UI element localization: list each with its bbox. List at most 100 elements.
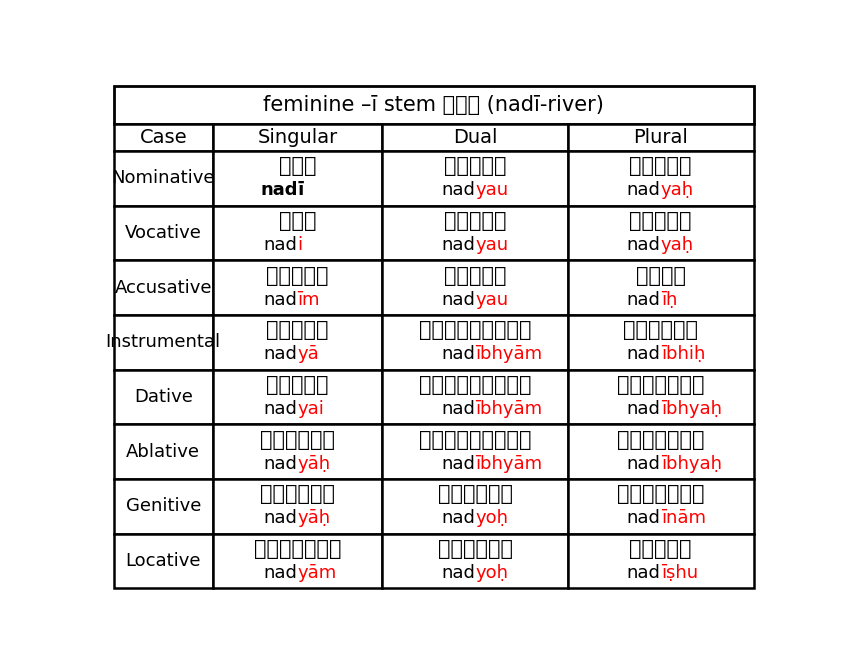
Text: yaḥ: yaḥ bbox=[661, 236, 694, 254]
Bar bbox=[113, 479, 213, 534]
Text: ī: ī bbox=[298, 182, 304, 200]
Bar bbox=[113, 261, 213, 315]
Text: nad: nad bbox=[442, 400, 475, 418]
Text: nad: nad bbox=[264, 510, 298, 528]
Bar bbox=[213, 424, 382, 479]
Text: Accusative: Accusative bbox=[114, 279, 212, 297]
Text: nad: nad bbox=[627, 291, 661, 309]
Text: nad: nad bbox=[442, 564, 475, 582]
Text: नद्यै: नद्यै bbox=[266, 375, 329, 395]
Text: yau: yau bbox=[475, 291, 508, 309]
Text: नद्योः: नद्योः bbox=[437, 484, 513, 504]
Text: i: i bbox=[298, 236, 303, 254]
Bar bbox=[382, 479, 568, 534]
Text: īḥ: īḥ bbox=[661, 291, 677, 309]
Text: Genitive: Genitive bbox=[125, 498, 201, 516]
Text: nad: nad bbox=[442, 455, 475, 473]
Text: नद्यः: नद्यः bbox=[629, 211, 692, 231]
Text: नदीम्: नदीम् bbox=[266, 266, 329, 286]
Bar bbox=[382, 315, 568, 370]
Bar bbox=[113, 206, 213, 261]
Text: Nominative: Nominative bbox=[112, 170, 215, 188]
Text: nad: nad bbox=[264, 564, 298, 582]
Bar bbox=[568, 424, 754, 479]
Text: yaḥ: yaḥ bbox=[661, 182, 694, 200]
Bar bbox=[568, 534, 754, 589]
Bar bbox=[213, 206, 382, 261]
Text: nad: nad bbox=[627, 564, 661, 582]
Text: nad: nad bbox=[264, 400, 298, 418]
Bar bbox=[568, 315, 754, 370]
Text: नद्यौ: नद्यौ bbox=[444, 156, 507, 176]
Bar bbox=[382, 206, 568, 261]
Text: yām: yām bbox=[298, 564, 337, 582]
Text: नद्यौ: नद्यौ bbox=[444, 211, 507, 231]
Bar bbox=[113, 370, 213, 424]
Text: नद्योः: नद्योः bbox=[437, 539, 513, 559]
Text: Plural: Plural bbox=[634, 128, 688, 147]
Text: नदीभिः: नदीभिः bbox=[624, 321, 698, 341]
Bar bbox=[382, 124, 568, 151]
Bar bbox=[113, 151, 213, 206]
Bar bbox=[382, 534, 568, 589]
Text: nad: nad bbox=[627, 345, 661, 363]
Bar bbox=[113, 424, 213, 479]
Text: feminine –ī stem नदी (nadī-river): feminine –ī stem नदी (nadī-river) bbox=[263, 95, 604, 115]
Text: nad: nad bbox=[264, 455, 298, 473]
Text: Ablative: Ablative bbox=[126, 443, 201, 461]
Text: nad: nad bbox=[264, 291, 298, 309]
Text: नदीभ्यः: नदीभ्यः bbox=[617, 375, 705, 395]
Text: नदि: नदि bbox=[279, 211, 316, 231]
Text: नदी: नदी bbox=[279, 156, 316, 176]
Text: yoḥ: yoḥ bbox=[475, 510, 508, 528]
Text: nad: nad bbox=[442, 236, 475, 254]
Text: nad: nad bbox=[442, 345, 475, 363]
Text: nad: nad bbox=[627, 455, 661, 473]
Bar bbox=[382, 151, 568, 206]
Text: नदीभ्यः: नदीभ्यः bbox=[617, 430, 705, 450]
Text: ībhiḥ: ībhiḥ bbox=[661, 345, 705, 363]
Text: नदीभ्याम्: नदीभ्याम् bbox=[419, 430, 531, 450]
Text: नद्यौ: नद्यौ bbox=[444, 266, 507, 286]
Text: yau: yau bbox=[475, 182, 508, 200]
Text: Dative: Dative bbox=[134, 388, 193, 406]
Text: Instrumental: Instrumental bbox=[106, 333, 221, 351]
Bar bbox=[568, 206, 754, 261]
Text: yoḥ: yoḥ bbox=[475, 564, 508, 582]
Text: ībhyām: ībhyām bbox=[475, 345, 542, 363]
Text: nad: nad bbox=[264, 345, 298, 363]
Text: नदीषु: नदीषु bbox=[629, 539, 692, 559]
Text: nad: nad bbox=[627, 236, 661, 254]
Bar bbox=[213, 479, 382, 534]
Text: नद्याः: नद्याः bbox=[260, 484, 335, 504]
Text: नदीनाम्: नदीनाम् bbox=[617, 484, 705, 504]
Text: yā: yā bbox=[298, 345, 319, 363]
Text: Case: Case bbox=[140, 128, 187, 147]
Text: yau: yau bbox=[475, 236, 508, 254]
Text: īṣhu: īṣhu bbox=[661, 564, 698, 582]
Bar bbox=[568, 479, 754, 534]
Text: नद्याम्: नद्याम् bbox=[254, 539, 341, 559]
Bar bbox=[568, 370, 754, 424]
Bar bbox=[213, 124, 382, 151]
Bar bbox=[213, 370, 382, 424]
Text: नद्यः: नद्यः bbox=[629, 156, 692, 176]
Bar bbox=[213, 261, 382, 315]
Bar bbox=[382, 261, 568, 315]
Text: yāḥ: yāḥ bbox=[298, 455, 331, 473]
Text: nad: nad bbox=[442, 291, 475, 309]
Text: nad: nad bbox=[260, 182, 298, 200]
Text: nad: nad bbox=[627, 400, 661, 418]
Text: īnām: īnām bbox=[661, 510, 706, 528]
Text: ībhyām: ībhyām bbox=[475, 455, 542, 473]
Text: ībhyām: ībhyām bbox=[475, 400, 542, 418]
Text: yāḥ: yāḥ bbox=[298, 510, 331, 528]
Text: Singular: Singular bbox=[257, 128, 338, 147]
Text: Locative: Locative bbox=[125, 552, 201, 570]
Bar bbox=[113, 315, 213, 370]
Bar bbox=[113, 124, 213, 151]
Text: ībhyaḥ: ībhyaḥ bbox=[661, 455, 722, 473]
Bar bbox=[213, 534, 382, 589]
Text: nad: nad bbox=[264, 236, 298, 254]
Text: Dual: Dual bbox=[453, 128, 497, 147]
